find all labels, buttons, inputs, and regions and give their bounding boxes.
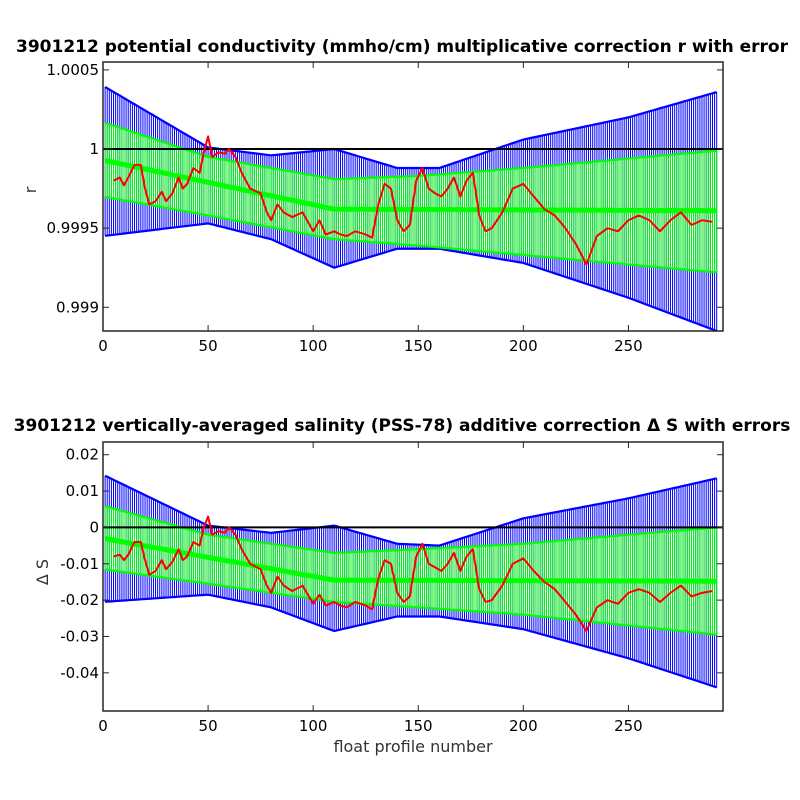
x-tick-label: 250 bbox=[614, 717, 643, 735]
x-tick-label: 150 bbox=[404, 337, 433, 355]
y-tick-label: 0.999 bbox=[56, 298, 99, 316]
outer-upper-error-envelope bbox=[104, 474, 717, 547]
x-tick-label: 150 bbox=[404, 717, 433, 735]
x-tick-label: 250 bbox=[614, 337, 643, 355]
y-tick-label: 0.01 bbox=[66, 482, 99, 500]
y-tick-label: 0.02 bbox=[66, 446, 99, 464]
y-tick-label: 1.0005 bbox=[47, 61, 100, 79]
y-tick-label: -0.04 bbox=[60, 664, 99, 682]
x-tick-label: 50 bbox=[199, 717, 218, 735]
y-tick-label: 0.9995 bbox=[47, 219, 100, 237]
y-tick-label: -0.02 bbox=[60, 591, 99, 609]
y-tick-label: -0.01 bbox=[60, 555, 99, 573]
plot-frame bbox=[102, 441, 724, 712]
x-tick-label: 200 bbox=[509, 337, 538, 355]
outer-upper-error-envelope bbox=[104, 86, 717, 170]
inner-error-bars bbox=[104, 122, 718, 273]
chart-title: 3901212 vertically-averaged salinity (PS… bbox=[14, 416, 791, 436]
chart-conductivity-correction: 3901212 potential conductivity (mmho/cm)… bbox=[16, 37, 789, 355]
inner-upper-error-envelope bbox=[104, 121, 717, 181]
outer-lower-error-envelope bbox=[105, 593, 718, 689]
x-tick-label: 50 bbox=[199, 337, 218, 355]
inner-lower-error-envelope bbox=[104, 195, 717, 274]
x-tick-label: 100 bbox=[299, 337, 328, 355]
x-axis-label: float profile number bbox=[333, 737, 493, 756]
y-axis-label: Δ S bbox=[33, 559, 52, 585]
inner-upper-error-envelope bbox=[104, 505, 717, 554]
y-tick-label: 0 bbox=[89, 518, 99, 536]
x-tick-label: 0 bbox=[98, 337, 108, 355]
profile-line bbox=[113, 135, 713, 266]
fit-line bbox=[104, 536, 717, 584]
x-tick-label: 200 bbox=[509, 717, 538, 735]
y-tick-label: 1 bbox=[89, 140, 99, 158]
fit-line bbox=[104, 158, 717, 214]
chart-title: 3901212 potential conductivity (mmho/cm)… bbox=[16, 37, 789, 57]
x-tick-label: 100 bbox=[299, 717, 328, 735]
x-tick-label: 0 bbox=[98, 717, 108, 735]
chart-salinity-correction: 3901212 vertically-averaged salinity (PS… bbox=[14, 416, 791, 756]
inner-lower-error-envelope bbox=[104, 568, 717, 636]
plot-frame bbox=[102, 61, 724, 332]
y-tick-label: -0.03 bbox=[60, 627, 99, 645]
y-axis-label: r bbox=[21, 186, 40, 193]
outer-lower-error-envelope bbox=[104, 222, 718, 331]
profile-line bbox=[113, 515, 713, 633]
